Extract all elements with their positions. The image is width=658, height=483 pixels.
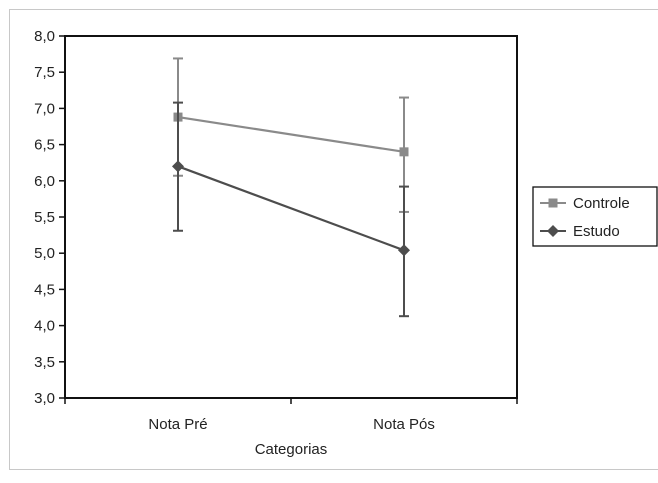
y-axis-ticks: 3,0 3,5 4,0 4,5 5,0 5,5 6,0 6,5 7,0 7,5 8,0 — [34, 28, 65, 407]
legend-label-estudo: Estudo — [573, 223, 620, 240]
y-tick-label: 4,5 — [34, 281, 55, 298]
y-tick-label: 6,0 — [34, 173, 55, 190]
x-tick-label: Nota Pré — [148, 416, 207, 433]
legend-marker-estudo — [547, 225, 559, 237]
data-point-estudo — [398, 244, 410, 257]
y-tick-label: 3,5 — [34, 354, 55, 371]
y-tick-label: 7,5 — [34, 64, 55, 81]
data-point-estudo — [172, 160, 184, 173]
legend-label-controle: Controle — [573, 195, 630, 212]
y-tick-label: 3,0 — [34, 390, 55, 407]
data-point-controle — [399, 147, 409, 157]
y-tick-label: 8,0 — [34, 28, 55, 45]
chart-frame — [9, 9, 658, 470]
y-tick-label: 6,5 — [34, 137, 55, 154]
y-tick-label: 7,0 — [34, 100, 55, 117]
x-axis-ticks: Nota Pré Nota Pós — [64, 398, 518, 433]
y-tick-label: 4,0 — [34, 318, 55, 335]
series-layer — [172, 57, 410, 318]
legend: Controle Estudo — [540, 195, 630, 240]
y-tick-label: 5,0 — [34, 245, 55, 262]
legend-marker-controle — [548, 198, 558, 208]
x-tick-label: Nota Pós — [373, 416, 435, 433]
y-tick-label: 5,5 — [34, 209, 55, 226]
series-line-controle — [177, 116, 405, 153]
x-axis-title: Categorias — [255, 441, 328, 458]
series-estudo — [172, 101, 410, 318]
plot-area — [64, 35, 518, 399]
series-line-estudo — [177, 165, 405, 252]
